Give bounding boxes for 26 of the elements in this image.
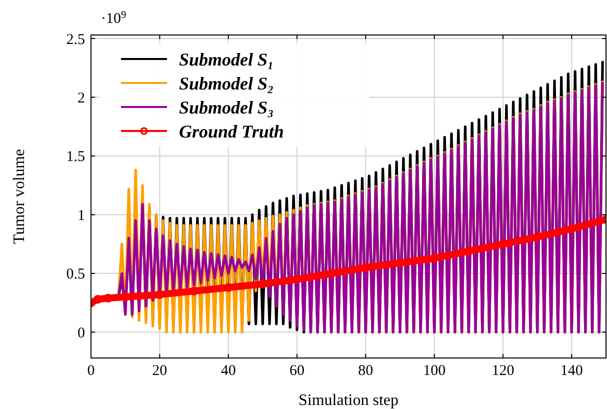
x-tick-label: 140: [560, 363, 583, 379]
x-axis-title: Simulation step: [298, 392, 398, 409]
legend-label: Submodel S₁: [179, 49, 274, 70]
x-tick-label: 20: [152, 363, 168, 379]
x-tick-label: 100: [423, 363, 446, 379]
y-tick-label: 2: [78, 90, 85, 106]
legend-label: Submodel S₃: [179, 97, 274, 118]
y-tick-label: 0: [78, 325, 85, 342]
y-tick-label: 2.5: [66, 32, 85, 48]
point: [93, 294, 102, 304]
x-tick-label: 80: [358, 363, 374, 379]
point: [498, 240, 508, 248]
point: [292, 274, 302, 284]
text: ·10$^{9}$: [101, 10, 126, 27]
legend-label: Ground Truth: [179, 121, 284, 142]
x-tick-label: 120: [492, 363, 514, 379]
point: [464, 246, 474, 256]
x-tick-label: 40: [220, 363, 236, 379]
y-axis-title: Tumor volume: [11, 149, 28, 244]
y-tick-label: 0.5: [66, 266, 85, 283]
x-tick-label: 60: [290, 363, 304, 379]
legend-label: Submodel S₂: [179, 73, 274, 94]
y-tick-label: 1.5: [66, 149, 85, 166]
y-tick-label: 1: [78, 208, 85, 224]
point: [532, 232, 542, 242]
point: [567, 224, 576, 234]
